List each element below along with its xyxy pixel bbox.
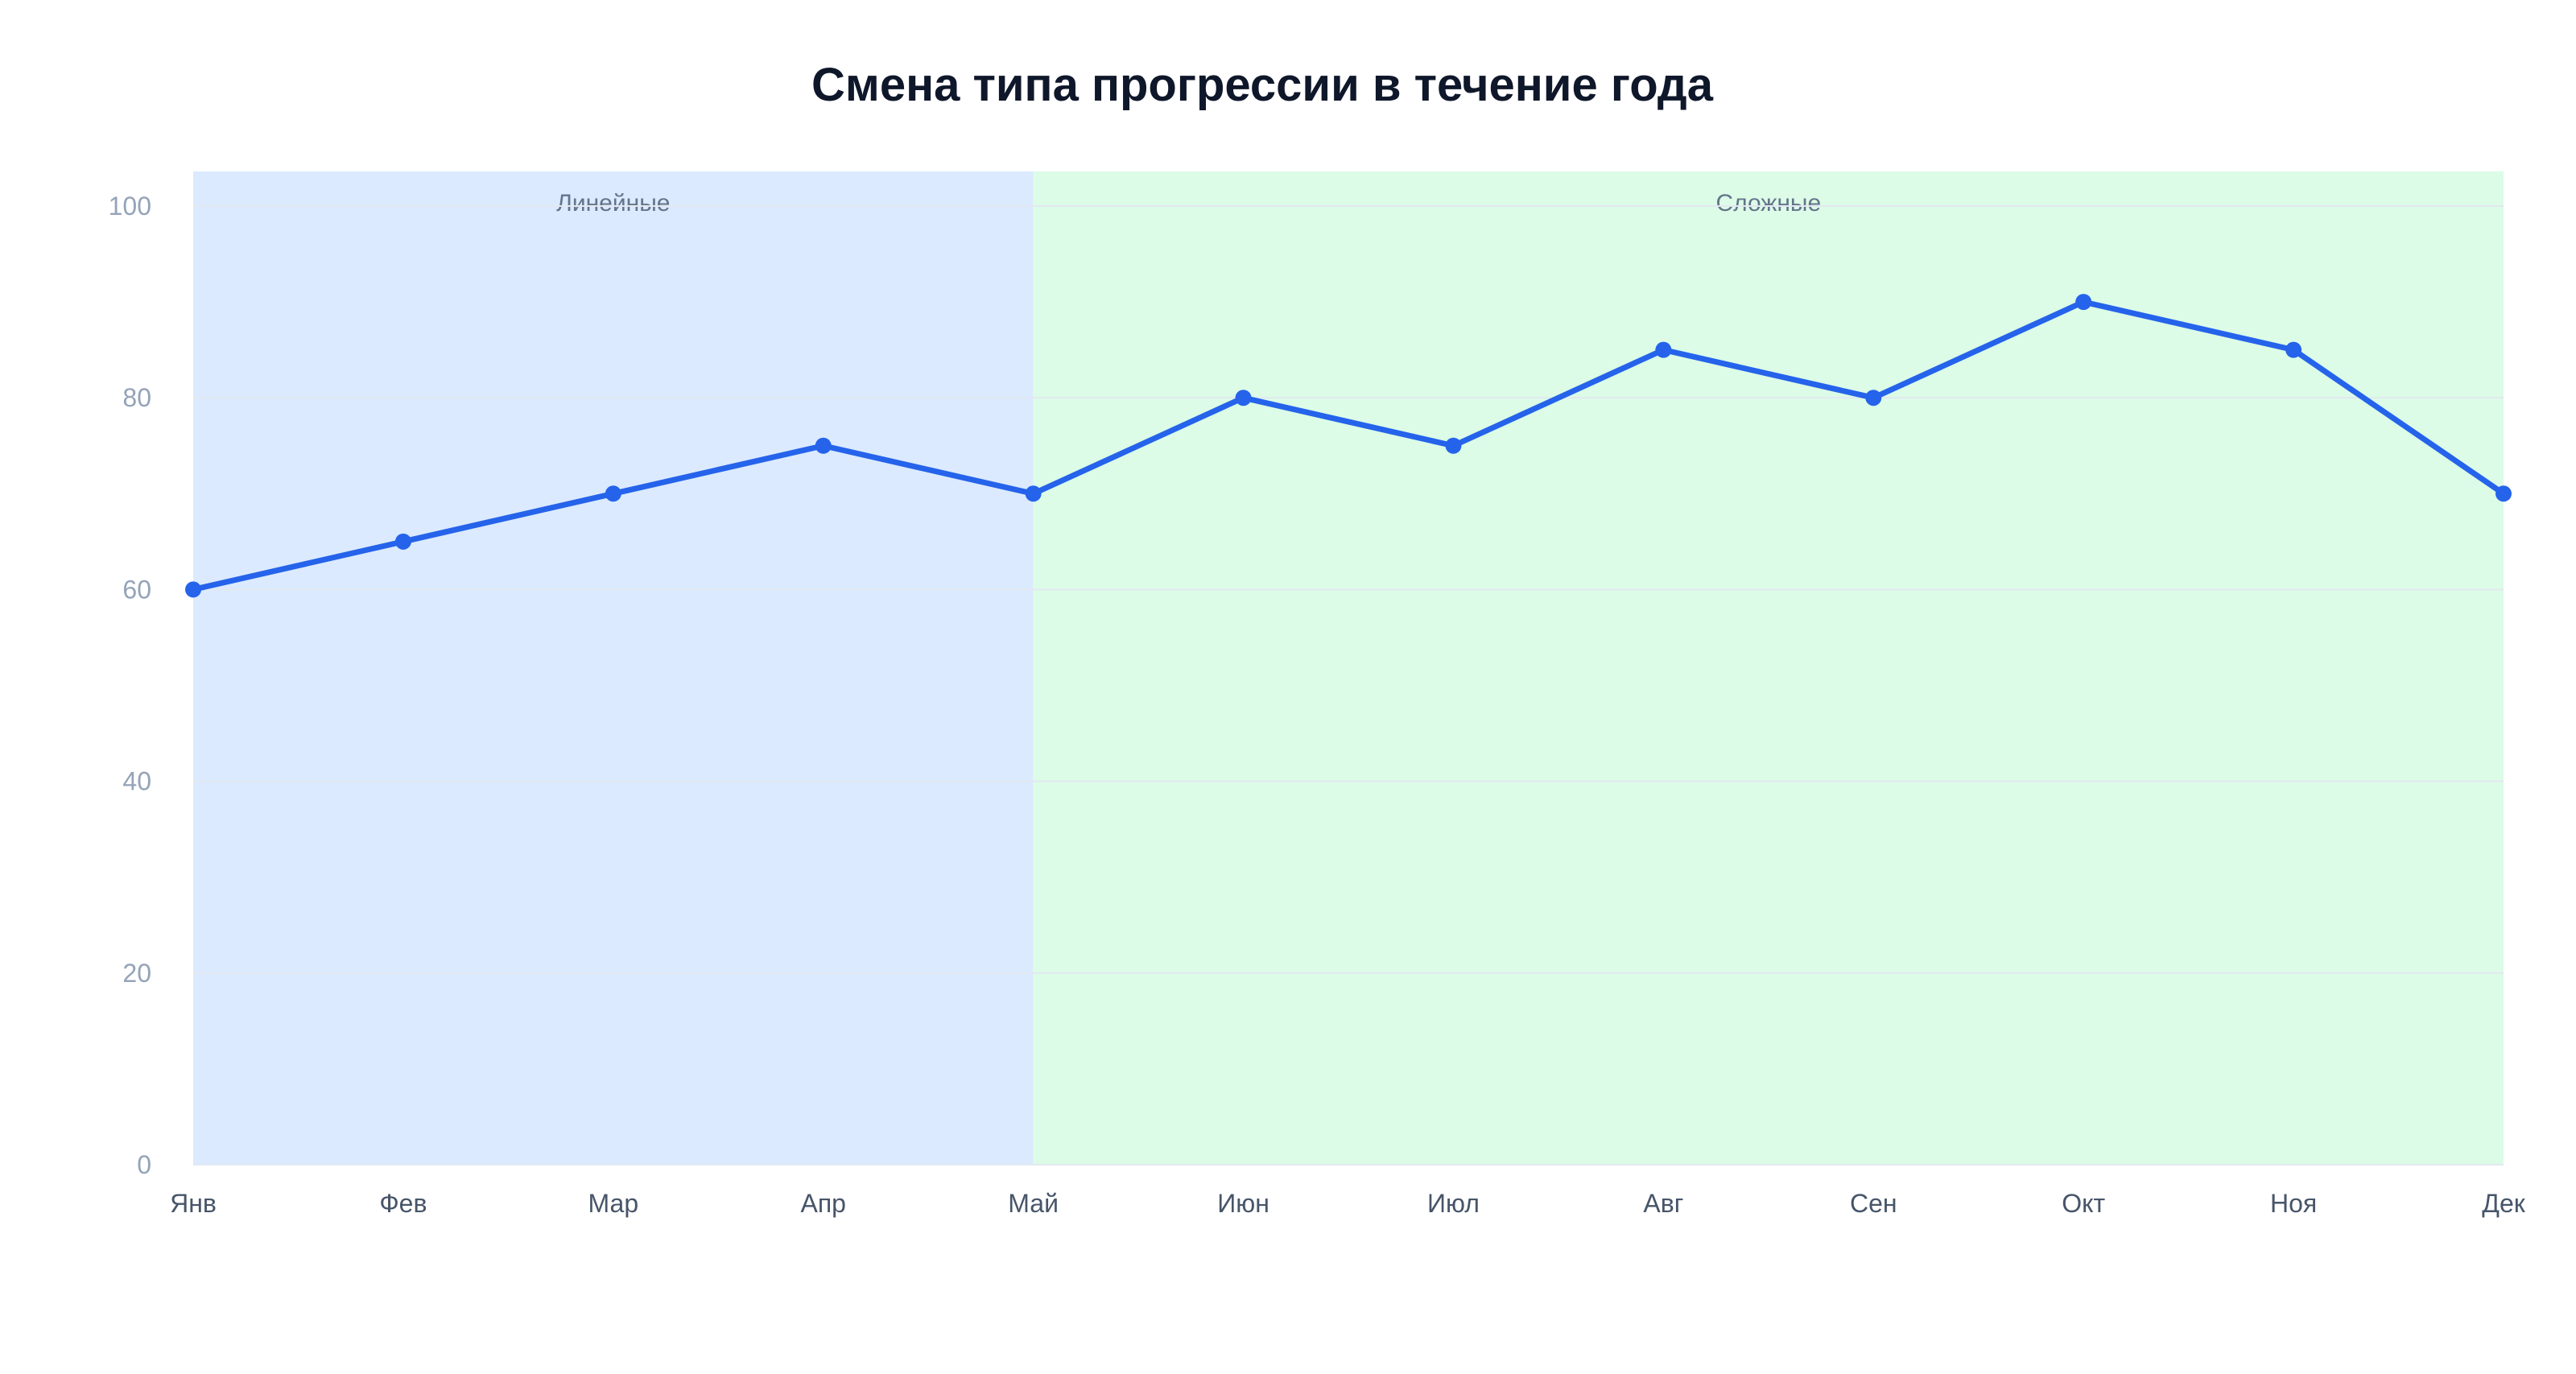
y-tick-label-100: 100	[109, 192, 151, 221]
chart-title: Смена типа прогрессии в течение года	[811, 59, 1714, 111]
series-group	[185, 294, 2512, 598]
data-point-Май[interactable]	[1025, 485, 1042, 502]
x-tick-label-6: Июн	[1217, 1189, 1269, 1218]
x-tick-label-11: Ноя	[2270, 1189, 2317, 1218]
x-tick-label-2: Фев	[379, 1189, 427, 1218]
x-tick-label-10: Окт	[2062, 1189, 2105, 1218]
data-point-Фев[interactable]	[394, 533, 411, 550]
x-tick-label-1: Янв	[170, 1189, 217, 1218]
region-band-2	[1033, 171, 2504, 1165]
y-axis-ticks: 0 20 40 60 80 100	[109, 192, 151, 1179]
x-axis-ticks: Янв Фев Мар Апр Май Июн Июл Авг Сен Окт Ноя Дек	[170, 1189, 2526, 1218]
x-tick-label-5: Май	[1008, 1189, 1059, 1218]
x-tick-label-3: Мар	[588, 1189, 639, 1218]
data-point-Авг[interactable]	[1655, 341, 1672, 358]
x-tick-label-9: Сен	[1850, 1189, 1897, 1218]
series-line-1	[190, 299, 2507, 592]
data-point-Мар[interactable]	[605, 485, 621, 502]
data-point-Июл[interactable]	[1445, 437, 1462, 454]
data-point-Июн[interactable]	[1235, 390, 1252, 406]
y-tick-label-20: 20	[122, 959, 151, 988]
background-regions: Линейные Сложные	[193, 171, 2504, 1165]
data-point-Дек[interactable]	[2496, 485, 2512, 502]
data-point-Янв[interactable]	[185, 581, 201, 598]
y-tick-label-80: 80	[122, 383, 151, 412]
x-tick-label-12: Дек	[2482, 1189, 2525, 1218]
y-tick-label-0: 0	[137, 1150, 151, 1179]
x-tick-label-4: Апр	[800, 1189, 845, 1218]
y-tick-label-60: 60	[122, 575, 151, 604]
data-point-Сен[interactable]	[1865, 390, 1882, 406]
data-point-Ноя[interactable]	[2285, 341, 2302, 358]
x-tick-label-7: Июл	[1427, 1189, 1480, 1218]
region-band-1	[193, 171, 1034, 1165]
data-point-Окт[interactable]	[2075, 294, 2092, 311]
y-tick-label-40: 40	[122, 767, 151, 796]
x-tick-label-8: Авг	[1643, 1189, 1683, 1218]
region-label-1: Линейные	[556, 190, 670, 217]
grid-lines	[193, 205, 2504, 1166]
data-point-Апр[interactable]	[815, 437, 832, 454]
region-label-2: Сложные	[1715, 190, 1821, 217]
